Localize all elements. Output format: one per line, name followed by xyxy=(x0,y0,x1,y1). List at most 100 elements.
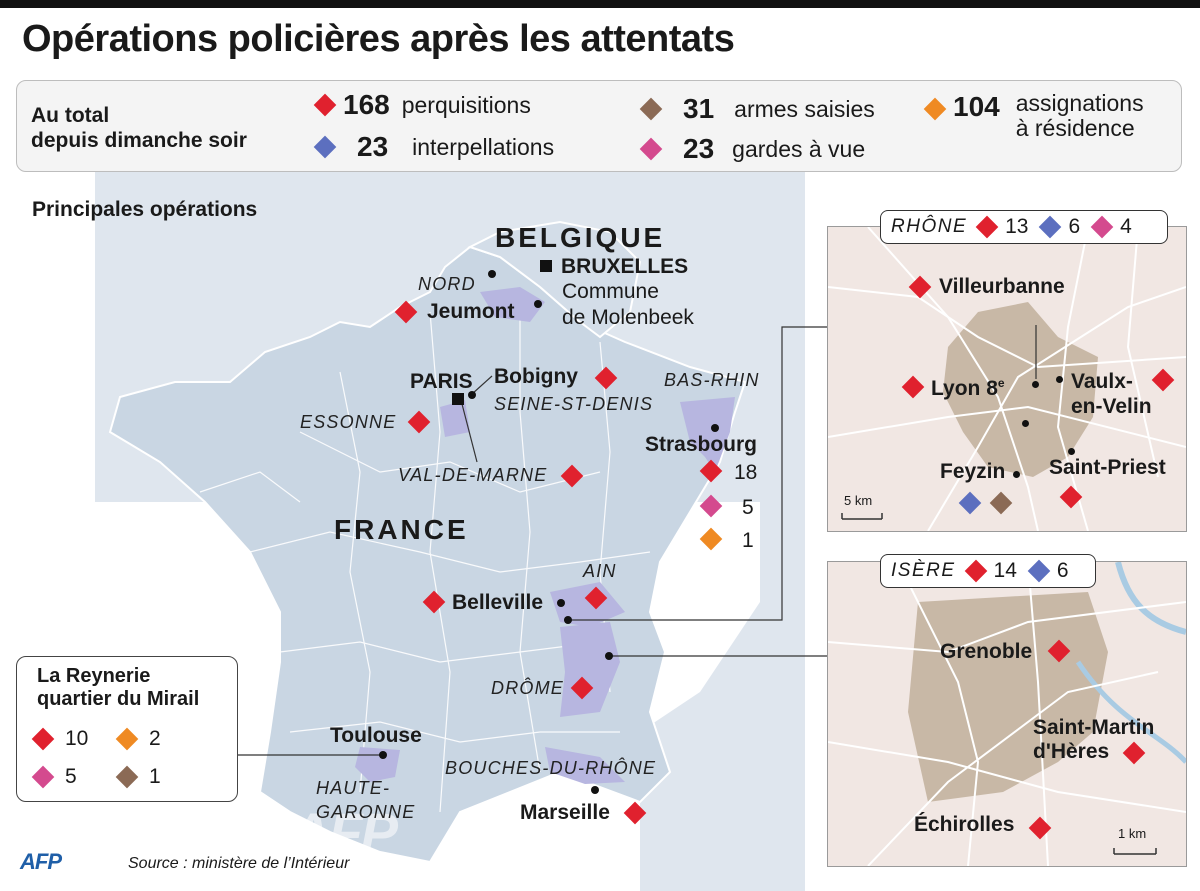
isere-interpellations-icon xyxy=(1027,559,1051,583)
stat-armes: 31 armes saisies xyxy=(639,93,875,125)
nord-dot xyxy=(488,270,496,278)
stat-interpellations-label: interpellations xyxy=(412,133,555,160)
marseille-dot xyxy=(591,786,599,794)
river-drac xyxy=(1075,660,1186,764)
grenoble-dot xyxy=(605,652,613,660)
bobigny-dot xyxy=(468,391,476,399)
stat-assignations: 104 assignations à résidence xyxy=(923,91,1144,141)
reynerie-assignations-value: 2 xyxy=(149,727,161,750)
department-borders xyxy=(199,302,651,813)
summary-label-line1: Au total xyxy=(31,104,110,127)
city-vaulx-2: en-Velin xyxy=(1071,395,1152,418)
reynerie-assignations: 2 xyxy=(115,727,161,751)
stat-armes-value: 31 xyxy=(683,93,715,124)
afp-logo: AFP xyxy=(20,849,62,874)
city-grenoble: Grenoble xyxy=(940,640,1033,663)
city-paris: PARIS xyxy=(410,370,473,393)
stat-gardes-value: 23 xyxy=(683,133,715,164)
isere-perquisitions-icon xyxy=(964,559,987,583)
lyon8-sup: e xyxy=(997,376,1005,390)
bouches-du-rhone-highlight xyxy=(545,747,625,784)
dept-nord: NORD xyxy=(418,274,476,294)
watermark: AFP xyxy=(290,801,398,864)
dept-essonne: ESSONNE xyxy=(300,412,397,432)
reynerie-box: La Reynerie quartier du Mirail 10 2 5 1 xyxy=(16,656,238,802)
dept-haute-garonne-2: GARONNE xyxy=(316,802,416,822)
reynerie-title-line2: quartier du Mirail xyxy=(37,688,200,710)
rhone-interpellations-icon xyxy=(1039,215,1062,239)
summary-label: Au total depuis dimanche soir xyxy=(31,103,247,153)
lyon-dot xyxy=(564,616,572,624)
city-bruxelles: BRUXELLES xyxy=(561,255,689,278)
top-bar xyxy=(0,0,1200,8)
city-villeurbanne: Villeurbanne xyxy=(939,275,1065,298)
city-echirolles: Échirolles xyxy=(914,813,1015,836)
reynerie-perquisitions-value: 10 xyxy=(65,727,89,750)
grenoble-urban-area xyxy=(908,592,1108,802)
stat-interpellations-value: 23 xyxy=(357,131,389,162)
molenbeek-line1: Commune xyxy=(562,280,659,303)
rhone-scale-label: 5 km xyxy=(844,493,873,508)
map-svg xyxy=(95,172,828,891)
city-marseille: Marseille xyxy=(520,801,610,824)
bruxelles-marker xyxy=(540,260,552,272)
dept-bas-rhin: BAS-RHIN xyxy=(664,370,760,390)
stat-assignations-label: assignations à résidence xyxy=(1016,91,1144,141)
stat-perquisitions: 168 perquisitions xyxy=(313,89,531,121)
rhone-interpellations-value: 6 xyxy=(1068,215,1081,238)
pink-diamond-icon xyxy=(31,765,55,789)
city-lyon8: Lyon 8e xyxy=(931,376,1005,401)
molenbeek-line2: de Molenbeek xyxy=(562,306,694,329)
map-subtitle: Principales opérations xyxy=(32,198,258,221)
river-isere xyxy=(1115,562,1186,635)
country-france: FRANCE xyxy=(334,514,469,545)
stat-interpellations: 23 interpellations xyxy=(313,131,555,163)
rhone-inset: Villeurbanne Lyon 8e Vaulx- en-Velin Fey… xyxy=(827,226,1187,532)
eastern-land xyxy=(560,172,805,891)
vaulx-dot xyxy=(1056,376,1063,383)
blue-diamond-icon xyxy=(313,135,337,159)
summary-box: Au total depuis dimanche soir 168 perqui… xyxy=(16,80,1182,172)
rhone-perquisitions-icon xyxy=(975,215,999,239)
stat-armes-label: armes saisies xyxy=(734,95,875,122)
lyon8-label: Lyon 8 xyxy=(931,377,998,400)
city-smh-1: Saint-Martin xyxy=(1033,716,1155,739)
map-area: AFP Principales opérations BELGIQUE FRAN… xyxy=(0,172,1200,891)
belgium-outline xyxy=(467,220,642,339)
nord-highlight xyxy=(480,287,545,322)
feyzin-dot xyxy=(1013,471,1020,478)
strasbourg-assignations-value: 1 xyxy=(742,529,754,552)
lyon8-dot xyxy=(1032,381,1039,388)
isere-perquisitions-value: 14 xyxy=(993,559,1017,582)
paris-marker xyxy=(452,393,464,405)
city-jeumont: Jeumont xyxy=(427,300,515,323)
reynerie-perquisitions: 10 xyxy=(31,727,89,751)
source-note: Source : ministère de l’Intérieur xyxy=(128,855,350,872)
orange-diamond-icon xyxy=(115,727,139,751)
rhone-name: RHÔNE xyxy=(891,216,968,237)
reynerie-armes: 1 xyxy=(115,765,161,789)
saint-priest-dot xyxy=(1068,448,1075,455)
isere-inset: Grenoble Saint-Martin d'Hères Échirolles… xyxy=(827,561,1187,867)
reynerie-gardes-value: 5 xyxy=(65,765,77,788)
lyon-center-dot xyxy=(1022,420,1029,427)
molenbeek-dot xyxy=(534,300,542,308)
orange-diamond-icon xyxy=(923,97,947,121)
dept-val-de-marne: VAL-DE-MARNE xyxy=(398,465,548,485)
isere-name: ISÈRE xyxy=(891,560,956,581)
toulouse-dot xyxy=(379,751,387,759)
stat-gardes: 23 gardes à vue xyxy=(639,133,865,165)
brown-diamond-icon xyxy=(115,765,139,789)
isere-inset-header: ISÈRE 14 6 xyxy=(880,554,1096,588)
stat-perquisitions-label: perquisitions xyxy=(401,91,531,118)
strasbourg-dot xyxy=(711,424,719,432)
reynerie-armes-value: 1 xyxy=(149,765,161,788)
city-strasbourg: Strasbourg xyxy=(645,433,758,456)
country-belgique: BELGIQUE xyxy=(495,222,666,253)
reynerie-title: La Reynerie quartier du Mirail xyxy=(37,665,199,711)
dept-ain: AIN xyxy=(583,561,617,581)
haute-garonne-highlight xyxy=(355,747,400,782)
bas-rhin-highlight xyxy=(680,397,735,472)
isere-scale-label: 1 km xyxy=(1118,826,1147,841)
dept-drome: DRÔME xyxy=(491,678,564,698)
